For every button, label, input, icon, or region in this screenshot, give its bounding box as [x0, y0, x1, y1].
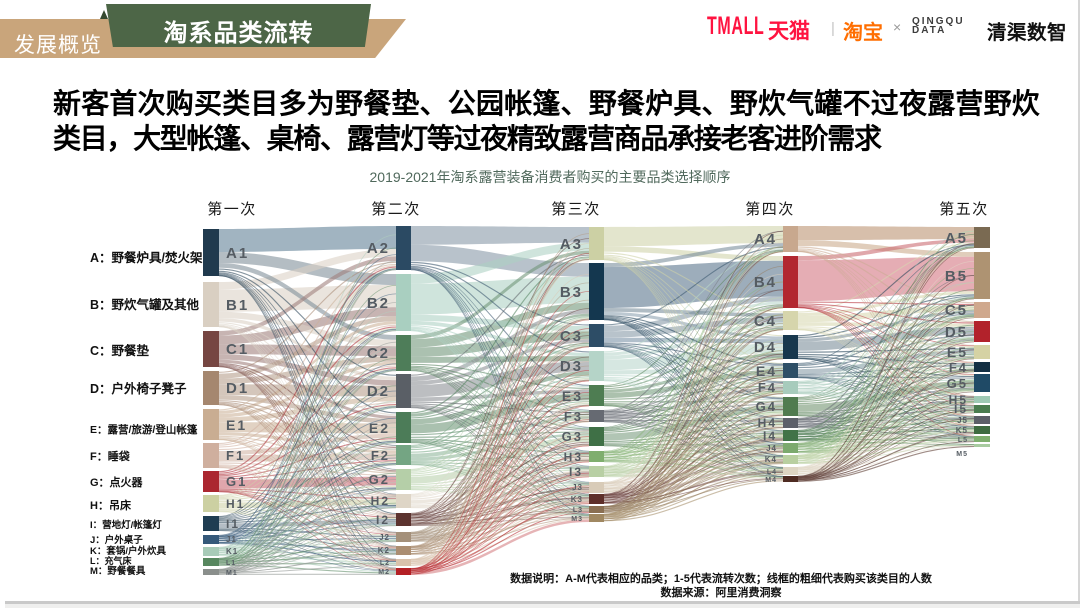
- svg-text:J：户外桌子: J：户外桌子: [90, 534, 143, 546]
- svg-text:I：营地灯/帐篷灯: I：营地灯/帐篷灯: [90, 519, 162, 531]
- svg-text:G4: G4: [756, 399, 777, 414]
- svg-text:第一次: 第一次: [207, 200, 257, 218]
- svg-text:E4: E4: [756, 363, 777, 379]
- svg-text:C2: C2: [367, 345, 390, 362]
- svg-text:F3: F3: [564, 409, 583, 424]
- svg-text:第五次: 第五次: [939, 200, 989, 218]
- svg-text:B2: B2: [367, 295, 390, 312]
- svg-text:B：野炊气罐及其他: B：野炊气罐及其他: [90, 297, 200, 312]
- svg-text:A5: A5: [945, 230, 968, 247]
- svg-text:F1: F1: [226, 448, 245, 463]
- svg-text:K4: K4: [765, 455, 777, 464]
- svg-text:E3: E3: [562, 388, 583, 404]
- svg-text:A3: A3: [560, 236, 583, 253]
- svg-text:G3: G3: [562, 429, 583, 444]
- svg-text:L3: L3: [573, 507, 583, 514]
- svg-text:K3: K3: [571, 495, 583, 504]
- svg-text:I1: I1: [226, 517, 240, 531]
- svg-text:B5: B5: [945, 268, 968, 285]
- svg-text:I2: I2: [376, 513, 390, 527]
- svg-text:A4: A4: [754, 231, 777, 248]
- svg-text:B4: B4: [754, 274, 777, 291]
- svg-text:D3: D3: [560, 358, 583, 375]
- svg-text:I3: I3: [569, 465, 583, 479]
- svg-text:E：露营/旅游/登山帐篷: E：露营/旅游/登山帐篷: [90, 423, 198, 436]
- svg-text:M2: M2: [378, 569, 390, 576]
- svg-text:C4: C4: [754, 313, 777, 330]
- svg-text:第三次: 第三次: [551, 200, 601, 218]
- svg-text:A1: A1: [226, 245, 249, 262]
- svg-text:M1: M1: [226, 570, 238, 577]
- svg-text:C3: C3: [560, 328, 583, 345]
- svg-text:D5: D5: [945, 324, 968, 341]
- svg-text:G：点火器: G：点火器: [90, 475, 144, 489]
- svg-text:D1: D1: [226, 380, 249, 397]
- svg-text:F4: F4: [758, 380, 777, 395]
- svg-text:H3: H3: [564, 450, 583, 464]
- svg-text:K1: K1: [226, 547, 238, 556]
- svg-text:C1: C1: [226, 341, 249, 358]
- svg-text:J5: J5: [957, 416, 968, 425]
- svg-text:M：野餐餐具: M：野餐餐具: [90, 565, 146, 577]
- svg-text:C5: C5: [945, 302, 968, 319]
- svg-text:D4: D4: [754, 339, 777, 356]
- svg-text:J2: J2: [379, 533, 390, 542]
- svg-text:L：充气床: L：充气床: [90, 555, 132, 566]
- svg-text:A2: A2: [367, 240, 390, 257]
- svg-text:G2: G2: [369, 472, 390, 487]
- svg-text:D2: D2: [367, 383, 390, 400]
- svg-text:K5: K5: [956, 426, 968, 435]
- svg-text:I4: I4: [763, 429, 777, 443]
- svg-text:第二次: 第二次: [371, 200, 421, 218]
- svg-text:J1: J1: [226, 535, 237, 544]
- svg-text:J3: J3: [572, 483, 583, 492]
- svg-text:D：户外椅子凳子: D：户外椅子凳子: [90, 381, 187, 396]
- svg-text:L1: L1: [226, 560, 236, 567]
- svg-text:I5: I5: [954, 402, 968, 416]
- svg-text:M3: M3: [571, 516, 583, 523]
- svg-text:B3: B3: [560, 284, 583, 301]
- svg-text:L2: L2: [380, 560, 390, 567]
- svg-text:H1: H1: [226, 497, 245, 511]
- svg-text:第四次: 第四次: [745, 200, 795, 218]
- svg-text:L5: L5: [958, 437, 968, 444]
- svg-text:E5: E5: [947, 344, 968, 360]
- svg-text:H2: H2: [371, 494, 390, 508]
- svg-text:E1: E1: [226, 417, 247, 433]
- svg-text:B1: B1: [226, 297, 249, 314]
- svg-text:F：睡袋: F：睡袋: [90, 449, 131, 463]
- svg-text:K：套锅/户外炊具: K：套锅/户外炊具: [90, 545, 167, 557]
- svg-text:H：吊床: H：吊床: [90, 498, 132, 512]
- svg-text:E2: E2: [369, 420, 390, 436]
- svg-text:F4: F4: [949, 360, 968, 375]
- svg-text:M4: M4: [765, 477, 777, 484]
- svg-text:F2: F2: [371, 448, 390, 463]
- svg-text:C：野餐垫: C：野餐垫: [90, 343, 150, 358]
- svg-text:J4: J4: [766, 444, 777, 453]
- svg-text:G1: G1: [226, 474, 247, 489]
- svg-text:A：野餐炉具/焚火架: A：野餐炉具/焚火架: [90, 250, 203, 265]
- svg-text:G5: G5: [947, 376, 968, 391]
- svg-text:K2: K2: [378, 546, 390, 555]
- svg-text:H5: H5: [949, 393, 968, 407]
- svg-text:L4: L4: [767, 469, 777, 476]
- svg-text:M5: M5: [956, 451, 968, 458]
- svg-text:H4: H4: [758, 416, 777, 430]
